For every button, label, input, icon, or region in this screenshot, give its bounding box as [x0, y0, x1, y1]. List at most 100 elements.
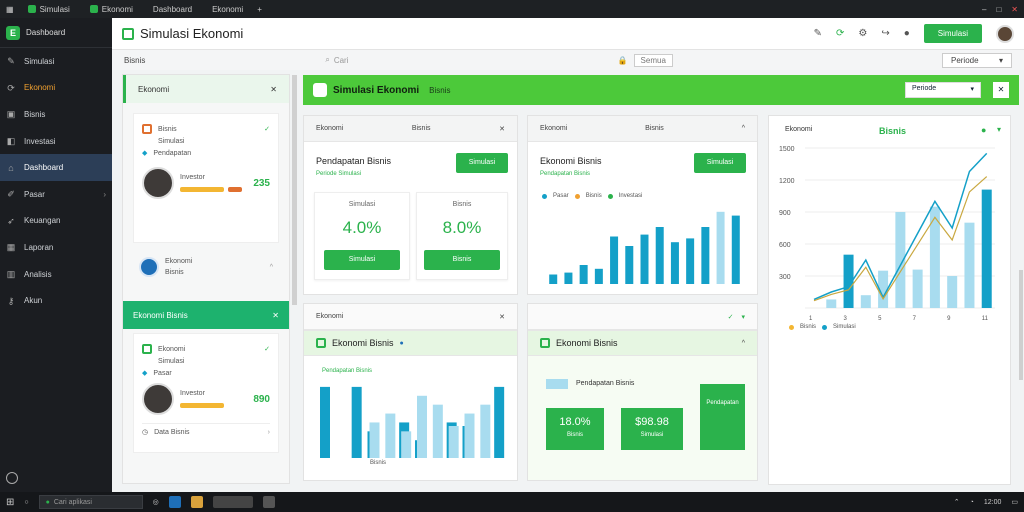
- search-icon[interactable]: ○: [24, 498, 29, 506]
- sidebar-item-1[interactable]: ⟳ Ekonomi: [0, 75, 112, 102]
- avatar[interactable]: [996, 24, 1014, 43]
- chart-bar: [929, 206, 940, 308]
- chart-bar: [731, 215, 740, 284]
- clock-icon: ◷: [142, 429, 149, 436]
- income-panel: Ekonomi Bisnis ✕ Pendapatan Bisnis Periode…: [303, 115, 518, 295]
- sidebar-brand[interactable]: E Dashboard: [0, 18, 112, 48]
- clock: 12:00: [983, 498, 1002, 506]
- sidebar-item-5[interactable]: ✐ Pasar ›: [0, 181, 112, 208]
- browser-tab-1[interactable]: Simulasi: [22, 2, 76, 16]
- close-icon[interactable]: ✕: [272, 310, 279, 320]
- task-view-icon[interactable]: ◎: [152, 499, 159, 506]
- refresh-icon[interactable]: ⟳: [835, 28, 845, 39]
- settings-icon[interactable]: ⚙: [858, 28, 868, 39]
- x-tick-label: 11: [982, 316, 989, 322]
- sidebar-item-3[interactable]: ◧ Investasi: [0, 128, 112, 155]
- chevron-icon[interactable]: ›: [267, 428, 270, 436]
- period-select[interactable]: Periode ▾: [941, 52, 1012, 68]
- chevron-up-icon[interactable]: ^: [269, 263, 273, 271]
- simulate-button[interactable]: Simulasi: [456, 153, 508, 173]
- chart-legend: Pasar Bisnis Investasi: [542, 193, 642, 199]
- refresh-icon[interactable]: ●: [981, 125, 987, 135]
- check-icon: ✓: [727, 313, 734, 321]
- card-value: 890: [253, 393, 270, 405]
- notification-icon[interactable]: ▭: [1011, 499, 1018, 506]
- chevron-up-icon[interactable]: ^: [741, 125, 745, 132]
- close-icon[interactable]: ✕: [270, 84, 277, 94]
- share-icon[interactable]: ↪: [881, 28, 890, 39]
- sidebar-item-label: Pasar: [24, 189, 45, 199]
- chart-bar: [912, 269, 923, 308]
- app-icon[interactable]: [262, 496, 275, 508]
- menu-icon[interactable]: ▦: [6, 4, 14, 14]
- notification-icon[interactable]: ●: [903, 28, 910, 39]
- chevron-down-icon[interactable]: ▾: [741, 313, 745, 321]
- close-icon[interactable]: ✕: [499, 125, 505, 133]
- stat-card: Simulasi 4.0% Simulasi: [314, 192, 410, 280]
- chart-bar: [351, 386, 362, 458]
- x-tick-label: 5: [878, 316, 882, 322]
- chart-bar: [826, 299, 837, 308]
- new-tab-icon[interactable]: +: [257, 4, 262, 14]
- list-card[interactable]: Bisnis ✓ Simulasi ◆ Pendapatan Investor 23…: [133, 113, 279, 243]
- simulate-button[interactable]: Simulasi: [923, 24, 982, 43]
- chart-bar: [564, 272, 573, 284]
- section-label: Bisnis: [124, 55, 146, 65]
- chevron-up-icon[interactable]: ^: [741, 339, 745, 347]
- trend-chart-panel: Ekonomi Bisnis ● ▾ 300 600 900 1200 1500 1 3 5 7…: [768, 115, 1011, 485]
- simulate-button[interactable]: Simulasi: [694, 153, 746, 173]
- windows-icon[interactable]: ⊞: [6, 496, 15, 508]
- help-icon[interactable]: [6, 472, 18, 484]
- browser-tab-3[interactable]: Dashboard: [152, 4, 193, 14]
- browser-tab-2[interactable]: Ekonomi: [84, 2, 139, 16]
- badge-icon: [142, 344, 152, 354]
- app-icon[interactable]: [190, 496, 203, 508]
- chevron-down-icon[interactable]: ▾: [997, 125, 1002, 134]
- sidebar-item-6[interactable]: ➶ Keuangan: [0, 208, 112, 235]
- stat-button[interactable]: Bisnis: [424, 250, 500, 270]
- chart-bar: [640, 234, 649, 284]
- list-card[interactable]: Ekonomi ✓ Simulasi ◆ Pasar Investor 890 ◷ …: [133, 333, 279, 453]
- app-icon[interactable]: [212, 496, 253, 508]
- sidebar-item-label: Investasi: [24, 136, 56, 146]
- sidebar-item-0[interactable]: ✎ Simulasi: [0, 48, 112, 75]
- sidebar-item-label: Ekonomi: [24, 83, 56, 93]
- network-icon[interactable]: ◔: [969, 498, 974, 506]
- chart-bar: [549, 274, 558, 284]
- page-scrollbar[interactable]: [1019, 270, 1023, 380]
- badge-icon: [142, 124, 152, 134]
- sidebar-item-8[interactable]: ▥ Analisis: [0, 261, 112, 288]
- sidebar-item-2[interactable]: ▣ Bisnis: [0, 101, 112, 128]
- y-tick-label: 1500: [779, 146, 795, 153]
- chart-bar: [448, 426, 459, 458]
- tray-icon[interactable]: ⌃: [953, 499, 960, 506]
- y-tick-label: 600: [779, 242, 791, 249]
- trend-line-secondary: [813, 176, 988, 302]
- maximize-button[interactable]: □: [996, 4, 1002, 14]
- chart-bar: [686, 238, 695, 284]
- list-item[interactable]: Ekonomi Bisnis ^: [139, 257, 273, 277]
- chart-bar: [716, 211, 725, 284]
- filter-select[interactable]: Semua: [633, 53, 673, 67]
- edit-icon[interactable]: ✎: [813, 28, 822, 39]
- app-icon[interactable]: [168, 496, 181, 508]
- browser-tab-4[interactable]: Ekonomi: [212, 4, 244, 14]
- stat-button[interactable]: Simulasi: [324, 250, 400, 270]
- close-banner-button[interactable]: ✕: [993, 82, 1009, 98]
- scrollbar[interactable]: [292, 75, 297, 305]
- app-logo-icon: [122, 27, 134, 40]
- minimize-button[interactable]: –: [982, 4, 987, 14]
- tab-favicon-icon: [89, 5, 98, 13]
- search-box[interactable]: ⌕ Cari: [325, 55, 349, 65]
- sidebar-item-4[interactable]: ⌂ Dashboard: [0, 154, 112, 181]
- close-icon[interactable]: ✕: [499, 313, 505, 321]
- legend-dot: [607, 193, 613, 199]
- chevron-down-icon: ▾: [998, 55, 1003, 65]
- sidebar-item-9[interactable]: ⚷ Akun: [0, 287, 112, 314]
- app-header: Simulasi Ekonomi ✎ ⟳ ⚙ ↪ ● Simulasi: [112, 18, 1024, 50]
- combo-chart: 300 600 900 1200 1500 1 3 5 7 9 11: [779, 146, 995, 322]
- close-window-button[interactable]: ✕: [1011, 4, 1018, 14]
- sidebar-item-7[interactable]: ▦ Laporan: [0, 234, 112, 261]
- taskbar-search[interactable]: ● Cari aplikasi: [38, 495, 143, 509]
- period-dropdown[interactable]: Periode ▾: [905, 82, 981, 98]
